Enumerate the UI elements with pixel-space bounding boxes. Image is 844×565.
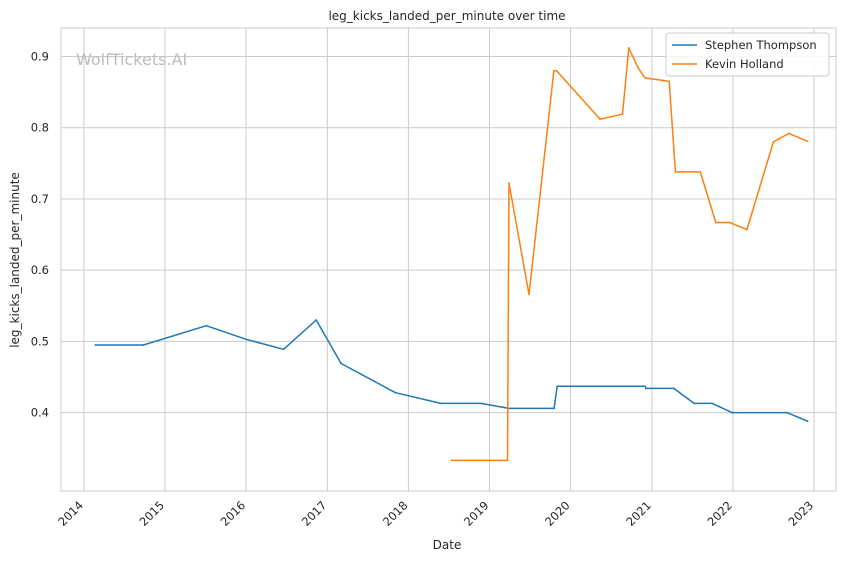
y-tick-label: 0.9: [31, 49, 49, 63]
legend-label-stephen-thompson: Stephen Thompson: [705, 38, 817, 52]
data-point-kevin-holland: [714, 221, 717, 224]
y-tick-label: 0.6: [31, 263, 49, 277]
data-point-stephen-thompson: [553, 407, 556, 410]
data-point-stephen-thompson: [644, 385, 646, 388]
data-point-kevin-holland: [644, 76, 646, 79]
data-point-kevin-holland: [637, 66, 639, 69]
data-point-kevin-holland: [788, 132, 790, 135]
data-point-kevin-holland: [728, 221, 731, 224]
plot-frame: [60, 27, 837, 492]
data-point-kevin-holland: [555, 69, 558, 72]
data-point-kevin-holland: [806, 140, 809, 143]
series-line-kevin-holland: [451, 47, 808, 462]
x-axis-label: Date: [433, 538, 462, 552]
data-point-stephen-thompson: [94, 344, 97, 346]
data-point-stephen-thompson: [439, 402, 442, 405]
data-point-stephen-thompson: [315, 319, 318, 321]
y-tick-label: 0.4: [31, 406, 49, 420]
y-tick-label: 0.7: [31, 192, 49, 206]
data-point-stephen-thompson: [480, 402, 482, 405]
data-point-kevin-holland: [674, 170, 677, 173]
data-point-stephen-thompson: [245, 338, 247, 341]
data-point-kevin-holland: [627, 47, 630, 49]
data-point-stephen-thompson: [205, 324, 208, 327]
data-point-stephen-thompson: [672, 387, 675, 390]
data-point-kevin-holland: [506, 459, 509, 462]
watermark-text: WolfTickets.AI: [76, 50, 187, 69]
data-point-kevin-holland: [746, 228, 748, 231]
legend-box: [665, 32, 830, 77]
data-point-kevin-holland: [552, 69, 555, 72]
data-point-stephen-thompson: [806, 420, 809, 423]
data-point-kevin-holland: [772, 141, 775, 143]
data-point-stephen-thompson: [556, 385, 559, 388]
data-point-kevin-holland: [508, 182, 510, 185]
y-axis-label: leg_kicks_landed_per_minute: [8, 172, 22, 348]
y-tick-label: 0.5: [31, 334, 49, 348]
y-tick-label: 0.8: [31, 121, 49, 135]
data-point-kevin-holland: [528, 293, 530, 296]
series-layer: [94, 47, 809, 462]
grid-layer: [61, 28, 836, 491]
data-point-stephen-thompson: [340, 362, 343, 365]
data-point-stephen-thompson: [394, 391, 397, 394]
data-point-stephen-thompson: [508, 407, 510, 410]
data-point-stephen-thompson: [711, 402, 714, 405]
data-point-kevin-holland: [599, 118, 602, 121]
data-point-kevin-holland: [668, 80, 671, 83]
data-point-kevin-holland: [450, 459, 453, 462]
data-point-stephen-thompson: [282, 348, 285, 351]
data-point-stephen-thompson: [142, 344, 145, 346]
data-point-kevin-holland: [621, 113, 624, 116]
data-point-stephen-thompson: [644, 387, 647, 390]
data-point-kevin-holland: [699, 170, 702, 173]
legend-label-kevin-holland: Kevin Holland: [705, 57, 784, 71]
legend: Stephen Thompson Kevin Holland: [665, 32, 830, 77]
data-point-stephen-thompson: [731, 411, 733, 414]
data-point-stephen-thompson: [693, 402, 695, 405]
data-point-stephen-thompson: [786, 411, 788, 414]
chart-title: leg_kicks_landed_per_minute over time: [328, 9, 565, 23]
